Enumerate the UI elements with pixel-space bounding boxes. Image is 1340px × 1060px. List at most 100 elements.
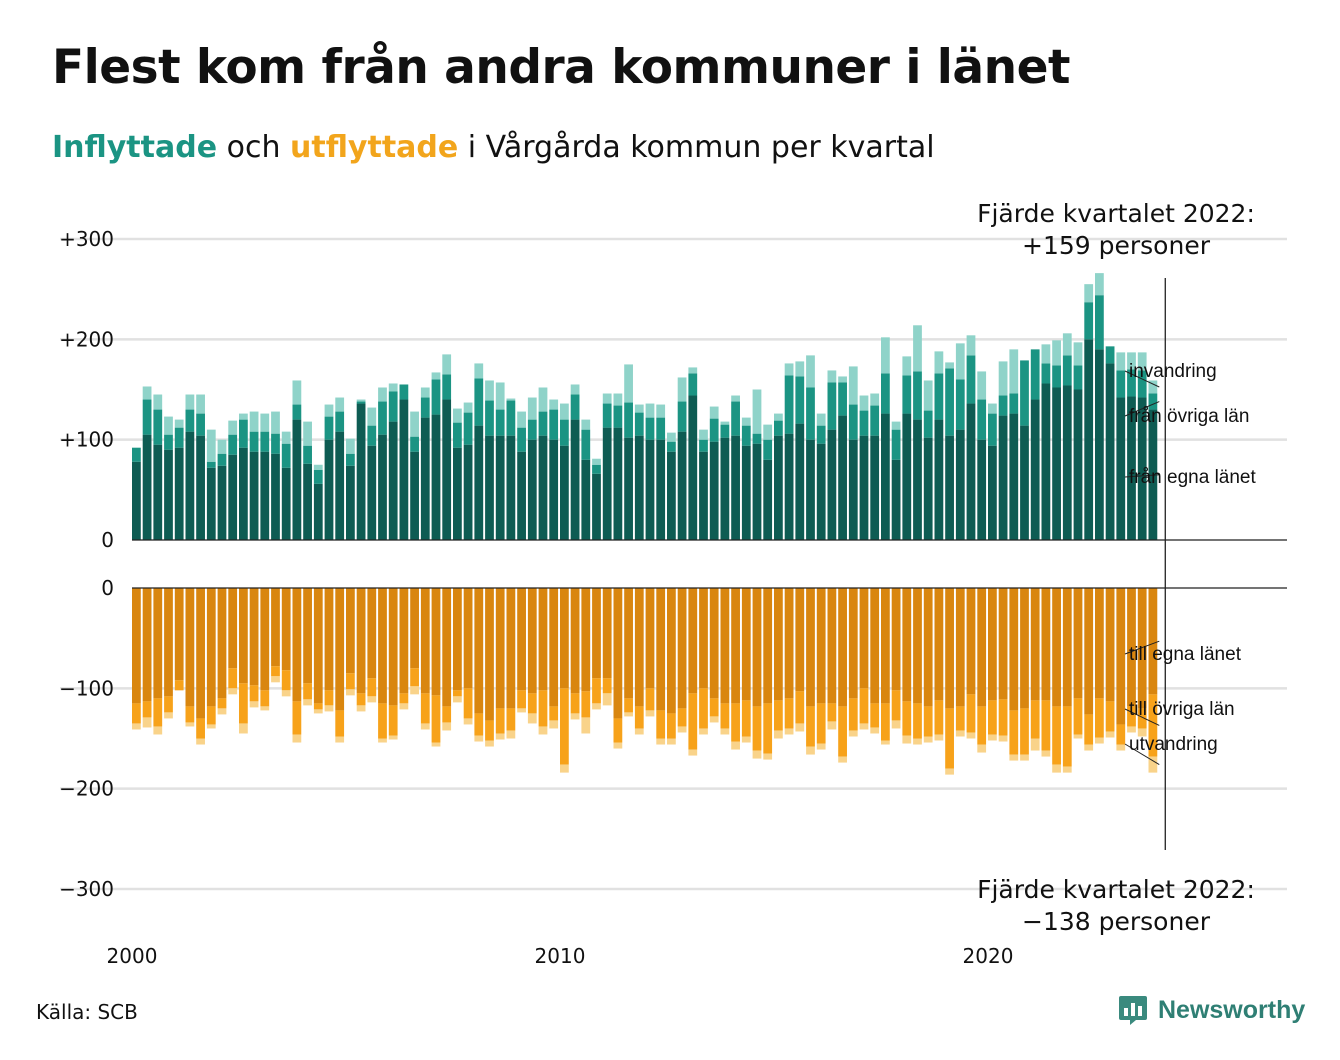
bar-in-ovriga: [1116, 370, 1126, 398]
bar-ut-utvandring: [998, 735, 1008, 742]
bar-in-ovriga: [206, 461, 216, 468]
bar-in-ovriga: [945, 368, 954, 436]
bar-ut-ovriga: [1062, 706, 1072, 767]
bar-in-invandring: [356, 399, 366, 402]
bar-in-ovriga: [549, 409, 559, 440]
bar-in-egna: [560, 445, 569, 540]
bar-ut-egna: [848, 588, 858, 699]
bar-in-ovriga: [988, 413, 997, 446]
bar-ut-utvandring: [977, 744, 987, 753]
bar-in-ovriga: [977, 399, 987, 440]
bar-ut-ovriga: [1127, 706, 1136, 727]
bar-in-egna: [453, 447, 462, 540]
bar-in-invandring: [549, 399, 559, 410]
bar-in-invandring: [1041, 344, 1051, 364]
bar-ut-utvandring: [827, 721, 837, 730]
bottom-label-connector: [1124, 708, 1160, 726]
bar-ut-egna: [945, 588, 954, 709]
bar-in-egna: [570, 419, 580, 540]
bar-in-invandring: [185, 394, 195, 410]
bar-in-ovriga: [634, 412, 644, 436]
bar-ut-egna: [677, 588, 687, 709]
chart-subtitle: Inflyttade och utflyttade i Vårgårda kom…: [52, 130, 935, 165]
bar-ut-egna: [260, 588, 270, 691]
bar-in-egna: [1052, 387, 1061, 540]
bar-in-egna: [699, 451, 708, 540]
bar-ut-ovriga: [506, 708, 516, 731]
bar-ut-utvandring: [367, 696, 377, 703]
bar-in-invandring: [699, 429, 708, 440]
bar-ut-egna: [378, 588, 387, 704]
bar-in-ovriga: [217, 453, 227, 466]
bar-in-egna: [774, 435, 783, 540]
bar-in-invandring: [142, 386, 152, 400]
bar-ut-ovriga: [399, 693, 409, 704]
bar-in-egna: [1062, 385, 1072, 540]
bar-ut-ovriga: [1084, 714, 1094, 745]
bar-ut-egna: [634, 588, 644, 707]
bar-in-ovriga: [955, 379, 965, 430]
bar-ut-egna: [453, 588, 462, 691]
bar-ut-ovriga: [420, 693, 430, 724]
bar-ut-ovriga: [891, 690, 901, 721]
bar-in-ovriga: [410, 436, 419, 452]
bar-ut-egna: [495, 588, 505, 709]
bar-ut-egna: [420, 588, 430, 694]
bar-ut-utvandring: [634, 728, 644, 735]
bar-in-egna: [463, 444, 473, 540]
bar-ut-egna: [988, 588, 997, 701]
bar-ut-ovriga: [495, 708, 505, 734]
bar-in-invandring: [303, 421, 312, 446]
bar-in-egna: [153, 444, 163, 540]
bar-ut-egna: [1095, 588, 1104, 699]
bar-ut-egna: [570, 588, 580, 694]
bar-in-invandring: [934, 351, 944, 374]
bar-in-ovriga: [656, 417, 666, 440]
bar-ut-ovriga: [174, 680, 184, 691]
bar-in-egna: [624, 437, 633, 540]
bar-in-egna: [495, 435, 505, 540]
bar-ut-ovriga: [688, 693, 698, 750]
bar-in-invandring: [913, 325, 922, 372]
bar-in-ovriga: [378, 401, 387, 435]
bar-ut-utvandring: [485, 740, 494, 747]
bar-ut-egna: [228, 588, 238, 669]
bar-in-invandring: [827, 370, 837, 383]
bar-in-ovriga: [399, 384, 409, 400]
bar-ut-ovriga: [1095, 698, 1104, 738]
bar-ut-ovriga: [870, 703, 880, 728]
bar-in-ovriga: [495, 409, 505, 436]
bar-in-ovriga: [795, 376, 805, 424]
bar-ut-utvandring: [196, 738, 205, 745]
bar-ut-ovriga: [902, 701, 912, 736]
bar-ut-utvandring: [1020, 754, 1029, 761]
bar-in-egna: [217, 465, 227, 540]
bar-in-egna: [239, 447, 248, 540]
bar-in-invandring: [249, 411, 259, 432]
bar-ut-ovriga: [581, 691, 591, 718]
bar-ut-ovriga: [378, 703, 387, 739]
bar-in-invandring: [998, 361, 1008, 396]
bar-ut-ovriga: [592, 678, 601, 704]
bar-ut-egna: [442, 588, 452, 707]
bar-ut-ovriga: [731, 703, 740, 742]
bar-in-invandring: [592, 458, 601, 465]
bar-ut-egna: [731, 588, 740, 704]
brand-logo[interactable]: Newsworthy: [1118, 994, 1305, 1026]
bar-ut-egna: [870, 588, 880, 704]
top-series-label: från egna länet: [1129, 467, 1256, 488]
bar-in-invandring: [945, 362, 954, 369]
bar-in-ovriga: [838, 382, 847, 416]
bar-ut-egna: [881, 588, 890, 704]
bar-in-egna: [527, 439, 537, 540]
bar-in-invandring: [634, 404, 644, 413]
bar-ut-egna: [1062, 588, 1072, 707]
bar-in-ovriga: [913, 371, 922, 420]
bar-ut-ovriga: [196, 718, 205, 739]
bar-ut-egna: [142, 588, 152, 702]
bar-ut-egna: [249, 588, 259, 686]
bar-in-egna: [870, 435, 880, 540]
bar-ut-ovriga: [634, 706, 644, 729]
bar-in-egna: [142, 434, 152, 540]
